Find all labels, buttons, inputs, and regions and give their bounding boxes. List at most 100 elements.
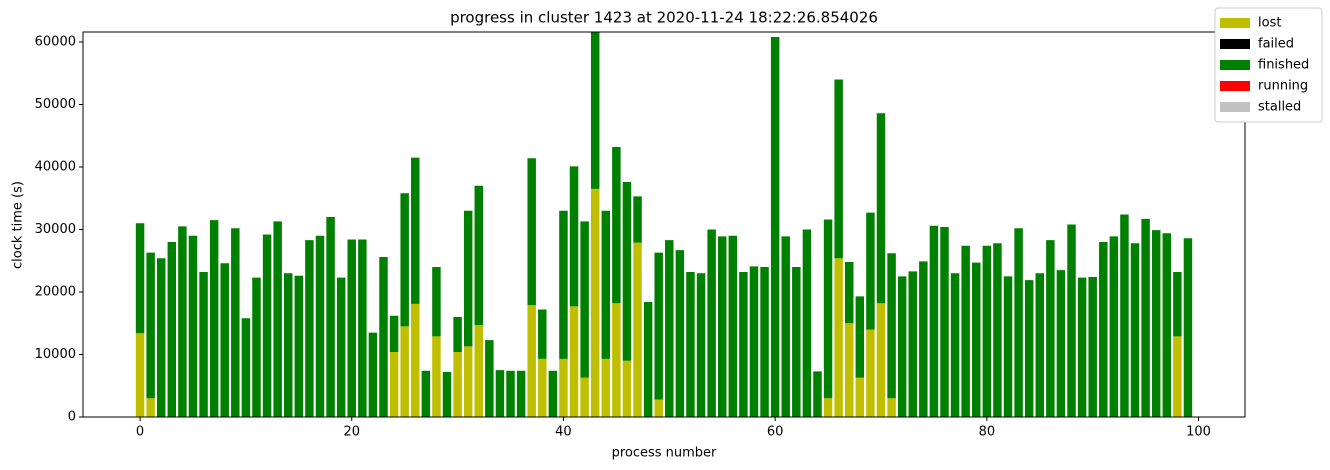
bar-segment xyxy=(474,185,483,326)
bar-segment xyxy=(686,272,695,417)
bar-segment xyxy=(929,225,939,417)
bar-segment xyxy=(866,329,875,417)
bar-segment xyxy=(294,275,304,417)
bar-segment xyxy=(538,358,547,417)
bar-segment xyxy=(453,317,462,352)
bar-segment xyxy=(834,79,843,259)
bar-segment xyxy=(485,340,494,417)
y-tick-label: 10000 xyxy=(35,347,76,362)
bar-segment xyxy=(463,346,473,417)
bar-segment xyxy=(1151,230,1161,417)
bar-segment xyxy=(654,252,663,400)
bar-segment xyxy=(590,188,600,417)
x-tick-label: 80 xyxy=(979,425,996,440)
y-tick-label: 50000 xyxy=(35,97,76,112)
bar-segment xyxy=(834,258,843,417)
bar-segment xyxy=(527,305,536,417)
bar-segment xyxy=(781,236,790,417)
bar-segment xyxy=(1173,272,1182,337)
bar-segment xyxy=(421,370,431,417)
bar-segment xyxy=(876,113,886,304)
bar-segment xyxy=(495,370,505,417)
bar-segment xyxy=(400,193,409,327)
bar-segment xyxy=(389,352,399,417)
bar-segment xyxy=(347,239,356,417)
bar-segment xyxy=(569,166,579,307)
bar-segment xyxy=(188,235,198,417)
bar-segment xyxy=(739,272,748,417)
bar-segment xyxy=(950,273,960,417)
bar-segment xyxy=(1183,238,1193,417)
y-tick-label: 30000 xyxy=(35,222,76,237)
bar-segment xyxy=(972,262,981,417)
plot-frame xyxy=(82,31,1246,418)
bar-segment xyxy=(696,273,706,417)
bar-segment xyxy=(411,303,420,417)
bar-segment xyxy=(580,377,589,417)
bar-segment xyxy=(876,303,886,417)
bar-segment xyxy=(474,325,483,417)
legend-label: stalled xyxy=(1258,100,1301,115)
bar-segment xyxy=(559,210,568,359)
bar-segment xyxy=(1130,243,1140,417)
bar-segment xyxy=(770,37,780,417)
bar-segment xyxy=(633,196,642,243)
bar-segment xyxy=(1162,233,1172,417)
bar-segment xyxy=(887,253,896,399)
bar-segment xyxy=(463,210,473,347)
bar-segment xyxy=(728,235,738,417)
bar-segment xyxy=(1173,336,1182,417)
bar-segment xyxy=(527,158,536,306)
bar-segment xyxy=(167,242,177,417)
bar-segment xyxy=(411,157,420,304)
bar-segment xyxy=(273,221,282,417)
x-tick-label: 100 xyxy=(1186,425,1211,440)
bar-segment xyxy=(146,252,155,399)
y-tick-label: 60000 xyxy=(35,35,76,50)
bar-segment xyxy=(231,228,240,417)
bar-segment xyxy=(262,234,272,417)
bar-segment xyxy=(400,326,409,417)
bar-segment xyxy=(326,217,335,417)
x-tick-label: 40 xyxy=(555,425,572,440)
bar-segment xyxy=(823,219,833,399)
bar-segment xyxy=(855,377,865,417)
bar-segment xyxy=(559,358,568,417)
bar-segment xyxy=(305,240,314,417)
bar-segment xyxy=(813,371,822,417)
legend-label: running xyxy=(1258,79,1308,94)
bar-segment xyxy=(1067,224,1076,417)
bar-segment xyxy=(1046,240,1055,417)
bar-segment xyxy=(845,323,854,417)
bar-segment xyxy=(241,318,251,417)
bar-segment xyxy=(506,370,515,417)
bar-segment xyxy=(601,358,611,417)
bar-segment xyxy=(707,229,716,417)
bar-segment xyxy=(1088,277,1097,417)
bar-segment xyxy=(897,276,907,417)
bar-segment xyxy=(432,336,441,417)
bar-segment xyxy=(368,332,378,417)
y-tick-label: 0 xyxy=(68,410,76,425)
bar-segment xyxy=(866,212,875,330)
bar-segment xyxy=(1077,277,1087,417)
bar-segment xyxy=(654,399,663,417)
bar-segment xyxy=(919,261,928,417)
bar-segment xyxy=(220,263,229,417)
legend-label: failed xyxy=(1258,37,1294,52)
bar-segment xyxy=(855,296,865,378)
bar-segment xyxy=(633,242,642,417)
legend-swatch xyxy=(1220,102,1250,112)
bar-segment xyxy=(538,309,547,359)
x-tick-label: 20 xyxy=(343,425,360,440)
bar-segment xyxy=(643,302,653,417)
bar-segment xyxy=(336,277,346,417)
bar-segment xyxy=(961,245,970,417)
bar-segment xyxy=(1024,280,1034,417)
bar-segment xyxy=(612,147,621,304)
bar-segment xyxy=(379,257,388,417)
bar-segment xyxy=(802,229,812,417)
bar-segment xyxy=(887,398,896,417)
x-tick-label: 0 xyxy=(136,425,144,440)
